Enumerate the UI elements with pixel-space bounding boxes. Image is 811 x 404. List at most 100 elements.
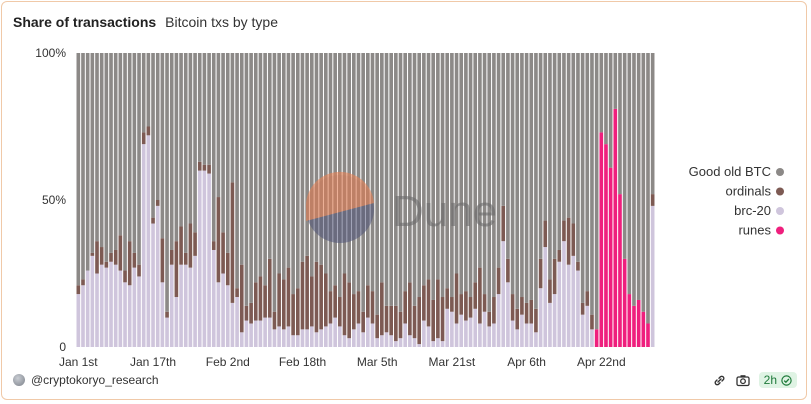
bar-good_old_btc-64[interactable] (375, 53, 379, 315)
bar-ordinals-78[interactable] (440, 297, 445, 342)
bar-ordinals-97[interactable] (529, 299, 534, 324)
bar-ordinals-12[interactable] (132, 252, 137, 268)
bar-ordinals-44[interactable] (281, 279, 286, 330)
bar-ordinals-108[interactable] (580, 302, 585, 315)
bar-good_old_btc-90[interactable] (496, 53, 501, 268)
bar-brc20-5[interactable] (99, 264, 104, 347)
bar-good_old_btc-85[interactable] (473, 53, 478, 283)
bar-ordinals-123[interactable] (650, 194, 655, 206)
bar-brc20-80[interactable] (450, 311, 454, 347)
bar-ordinals-63[interactable] (370, 291, 375, 324)
bar-good_old_btc-31[interactable] (221, 53, 225, 233)
bar-brc20-46[interactable] (291, 335, 295, 347)
bar-good_old_btc-10[interactable] (123, 53, 127, 271)
bar-brc20-14[interactable] (141, 144, 146, 347)
bar-good_old_btc-59[interactable] (352, 53, 356, 295)
bar-good_old_btc-28[interactable] (207, 53, 211, 165)
bar-ordinals-102[interactable] (552, 258, 557, 295)
bar-ordinals-42[interactable] (272, 311, 277, 330)
bar-brc20-101[interactable] (548, 302, 552, 347)
bar-ordinals-96[interactable] (524, 302, 529, 324)
bar-brc20-51[interactable] (314, 332, 319, 347)
legend-label-runes[interactable]: runes (738, 223, 771, 238)
bar-good_old_btc-63[interactable] (370, 53, 375, 292)
bar-brc20-61[interactable] (361, 332, 365, 347)
bar-good_old_btc-52[interactable] (319, 53, 323, 265)
bar-brc20-15[interactable] (146, 135, 151, 347)
bar-ordinals-106[interactable] (571, 223, 576, 256)
bar-brc20-70[interactable] (403, 323, 408, 347)
bar-ordinals-46[interactable] (291, 294, 295, 336)
bar-ordinals-30[interactable] (216, 197, 221, 283)
bar-brc20-50[interactable] (309, 326, 314, 347)
bar-runes-115[interactable] (613, 108, 618, 347)
legend-label-good_old_btc[interactable]: Good old BTC (689, 164, 771, 179)
bar-good_old_btc-15[interactable] (146, 53, 151, 127)
bar-good_old_btc-83[interactable] (464, 53, 468, 292)
bar-brc20-93[interactable] (510, 320, 515, 347)
bar-ordinals-1[interactable] (81, 279, 85, 286)
bar-brc20-31[interactable] (221, 273, 225, 348)
camera-icon[interactable] (735, 373, 750, 387)
bar-good_old_btc-19[interactable] (165, 53, 169, 312)
bar-brc20-88[interactable] (487, 326, 492, 347)
bar-brc20-36[interactable] (244, 320, 249, 347)
bar-brc20-59[interactable] (352, 329, 356, 347)
bar-ordinals-62[interactable] (366, 285, 370, 318)
bar-good_old_btc-36[interactable] (244, 53, 249, 306)
bar-ordinals-39[interactable] (258, 276, 263, 321)
bar-good_old_btc-104[interactable] (562, 53, 566, 221)
bar-good_old_btc-57[interactable] (342, 53, 347, 274)
bar-brc20-84[interactable] (468, 317, 473, 347)
bar-brc20-9[interactable] (118, 270, 123, 347)
bar-good_old_btc-2[interactable] (85, 53, 90, 271)
bar-brc20-41[interactable] (267, 317, 272, 347)
bar-brc20-95[interactable] (520, 314, 524, 347)
bar-good_old_btc-43[interactable] (277, 53, 281, 274)
bar-brc20-89[interactable] (492, 323, 496, 347)
bar-good_old_btc-105[interactable] (566, 53, 571, 218)
bar-ordinals-65[interactable] (380, 282, 384, 336)
bar-ordinals-21[interactable] (174, 241, 179, 298)
bar-brc20-56[interactable] (338, 326, 342, 347)
bar-brc20-98[interactable] (534, 332, 538, 347)
bar-brc20-55[interactable] (333, 317, 337, 347)
bar-brc20-78[interactable] (440, 341, 445, 347)
bar-ordinals-75[interactable] (426, 279, 431, 327)
bar-good_old_btc-48[interactable] (300, 53, 305, 262)
bar-good_old_btc-103[interactable] (557, 53, 562, 250)
bar-ordinals-82[interactable] (459, 294, 464, 315)
bar-brc20-0[interactable] (76, 294, 81, 347)
bar-good_old_btc-77[interactable] (436, 53, 440, 280)
bar-good_old_btc-23[interactable] (183, 53, 188, 253)
bar-brc20-21[interactable] (174, 297, 179, 347)
bar-good_old_btc-120[interactable] (636, 53, 641, 300)
bar-ordinals-81[interactable] (454, 273, 459, 324)
bar-ordinals-83[interactable] (464, 291, 468, 321)
bar-ordinals-86[interactable] (478, 267, 482, 324)
bar-ordinals-88[interactable] (487, 311, 492, 327)
bar-brc20-69[interactable] (398, 338, 403, 347)
bar-good_old_btc-96[interactable] (524, 53, 529, 303)
bar-runes-114[interactable] (608, 167, 613, 347)
bar-brc20-19[interactable] (165, 317, 169, 347)
bar-brc20-28[interactable] (207, 173, 211, 347)
bar-ordinals-66[interactable] (384, 305, 389, 333)
bar-ordinals-47[interactable] (295, 288, 300, 336)
bar-good_old_btc-32[interactable] (225, 53, 230, 253)
bar-brc20-94[interactable] (515, 329, 520, 347)
bar-brc20-38[interactable] (253, 320, 258, 347)
bar-ordinals-28[interactable] (207, 164, 211, 174)
bar-ordinals-26[interactable] (197, 161, 202, 171)
bar-ordinals-84[interactable] (468, 297, 473, 318)
bar-ordinals-9[interactable] (118, 235, 123, 271)
bar-brc20-8[interactable] (113, 264, 118, 347)
bar-ordinals-50[interactable] (309, 276, 314, 327)
bar-brc20-23[interactable] (183, 264, 188, 347)
bar-ordinals-76[interactable] (431, 299, 436, 342)
bar-good_old_btc-0[interactable] (76, 53, 81, 286)
bar-good_old_btc-16[interactable] (151, 53, 155, 218)
bar-good_old_btc-69[interactable] (398, 53, 403, 312)
bar-ordinals-0[interactable] (76, 285, 81, 295)
bar-good_old_btc-30[interactable] (216, 53, 221, 198)
